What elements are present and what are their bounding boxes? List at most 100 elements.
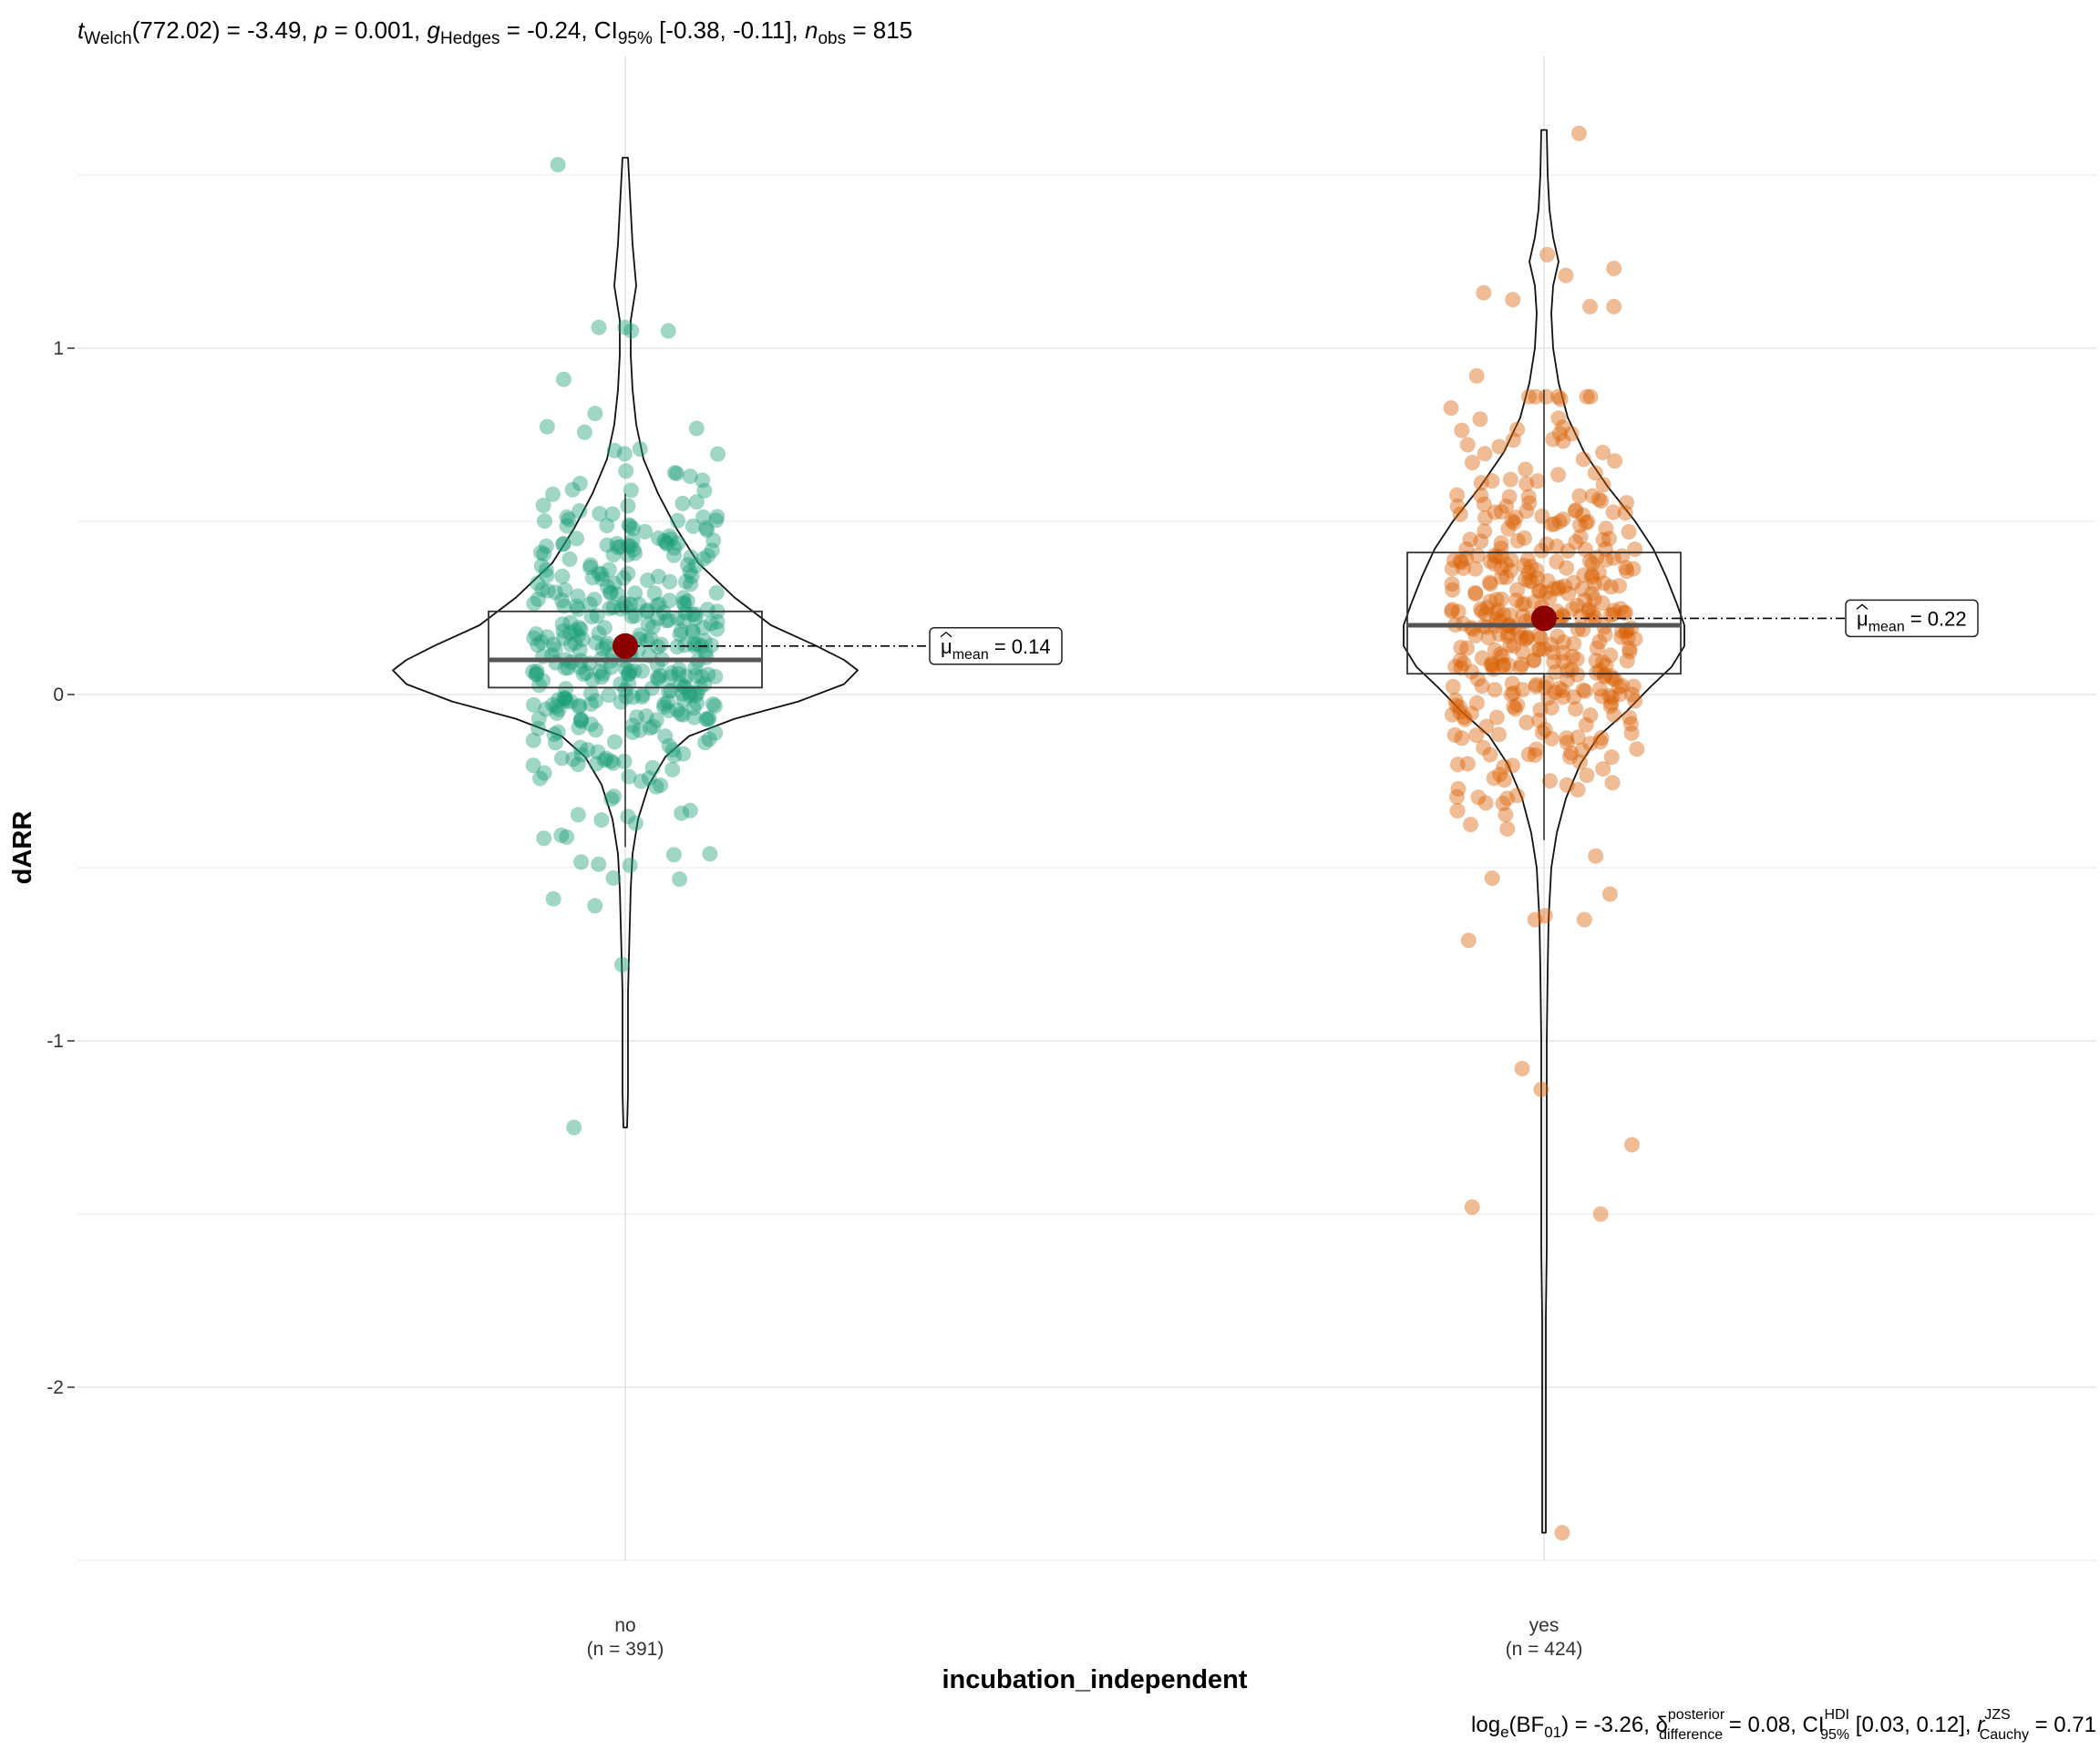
- data-point: [1564, 648, 1580, 664]
- data-point: [1620, 630, 1636, 646]
- data-point: [1556, 578, 1572, 594]
- data-point: [674, 805, 690, 821]
- data-point: [1549, 539, 1565, 555]
- data-point: [1453, 639, 1469, 655]
- data-point: [1528, 678, 1544, 695]
- data-point: [1502, 607, 1518, 623]
- data-point: [1570, 729, 1586, 746]
- data-point: [559, 829, 575, 845]
- data-point: [554, 592, 571, 609]
- data-point: [1472, 411, 1488, 427]
- data-point: [1518, 571, 1534, 587]
- data-point: [1502, 637, 1518, 654]
- data-point: [566, 1119, 582, 1136]
- data-point: [569, 530, 585, 547]
- data-point: [695, 551, 712, 567]
- data-point: [1533, 542, 1549, 559]
- data-point: [565, 751, 582, 767]
- data-point: [1572, 754, 1589, 770]
- data-point: [660, 694, 676, 710]
- data-point: [582, 559, 599, 575]
- data-point: [526, 595, 542, 612]
- data-point: [1555, 644, 1571, 661]
- data-point: [1536, 641, 1552, 657]
- data-point: [593, 669, 610, 685]
- data-point: [593, 566, 610, 582]
- data-point: [591, 856, 607, 872]
- data-point: [571, 620, 587, 636]
- data-point: [601, 561, 617, 578]
- data-point: [557, 582, 573, 598]
- data-point: [705, 532, 722, 549]
- data-point: [1476, 496, 1492, 512]
- data-point: [582, 695, 599, 712]
- data-point: [1519, 629, 1536, 645]
- data-point: [1541, 773, 1558, 789]
- data-point: [686, 638, 703, 654]
- data-point: [1514, 1060, 1530, 1076]
- data-point: [578, 664, 594, 681]
- data-point: [1555, 433, 1571, 449]
- data-point: [536, 830, 552, 847]
- data-point: [1554, 419, 1570, 436]
- data-point: [1505, 432, 1521, 448]
- data-point: [1467, 627, 1484, 643]
- data-point: [1447, 692, 1464, 708]
- data-point: [545, 636, 561, 653]
- data-point: [572, 621, 589, 637]
- data-point: [547, 642, 563, 658]
- data-point: [675, 595, 692, 612]
- data-point: [1550, 388, 1567, 405]
- data-point: [1518, 503, 1535, 520]
- data-point: [1481, 574, 1498, 591]
- mean-label: μmean = 0.22: [1857, 607, 1967, 634]
- data-point: [709, 613, 726, 630]
- data-point: [1483, 655, 1499, 672]
- data-point: [1508, 592, 1525, 608]
- data-point: [1596, 575, 1612, 592]
- data-point: [1444, 561, 1460, 577]
- data-point: [1530, 583, 1547, 600]
- data-point: [695, 472, 711, 489]
- data-point: [1493, 591, 1509, 607]
- data-point: [555, 536, 571, 552]
- data-point: [640, 572, 656, 589]
- data-point: [1601, 687, 1618, 704]
- data-point: [555, 623, 571, 639]
- data-point: [1518, 715, 1535, 731]
- data-point: [1499, 628, 1516, 644]
- data-point: [1551, 680, 1568, 696]
- data-point: [1621, 643, 1638, 660]
- data-point: [1591, 633, 1608, 650]
- data-point: [663, 669, 679, 685]
- data-point: [627, 545, 643, 561]
- data-point: [664, 742, 681, 758]
- data-point: [1491, 626, 1508, 643]
- data-point: [616, 753, 633, 769]
- data-point: [632, 722, 648, 738]
- data-point: [1470, 789, 1487, 806]
- data-point: [1576, 911, 1592, 928]
- data-point: [1614, 677, 1631, 694]
- data-point: [699, 602, 715, 618]
- data-point: [538, 538, 554, 554]
- data-point: [1457, 711, 1473, 727]
- jitter-points: [525, 125, 1645, 1541]
- data-point: [1593, 493, 1610, 510]
- data-point: [1592, 734, 1609, 750]
- data-point: [598, 638, 614, 654]
- data-point: [1611, 578, 1628, 594]
- data-point: [1619, 495, 1635, 511]
- data-point: [675, 612, 692, 629]
- data-point: [1446, 726, 1463, 743]
- data-point: [553, 827, 570, 843]
- data-point: [1554, 607, 1570, 623]
- data-point: [1584, 569, 1601, 585]
- data-point: [643, 631, 659, 647]
- data-point: [573, 711, 590, 727]
- data-point: [1525, 653, 1541, 669]
- data-point: [1509, 532, 1526, 549]
- data-point: [674, 685, 691, 702]
- data-point: [594, 641, 611, 657]
- data-point: [555, 371, 571, 387]
